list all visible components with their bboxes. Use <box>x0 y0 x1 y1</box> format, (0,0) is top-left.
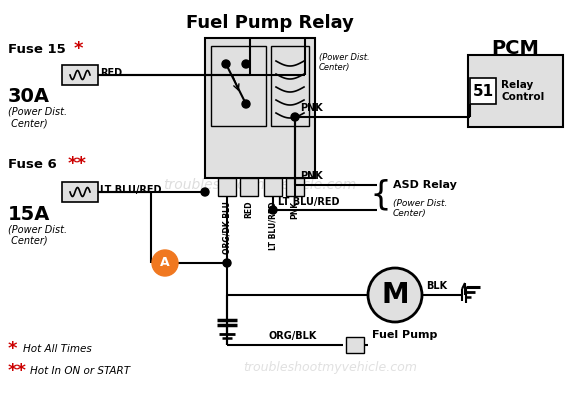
Text: *: * <box>8 340 17 358</box>
Text: PNK: PNK <box>300 171 322 181</box>
Bar <box>271 46 309 126</box>
Text: {: { <box>370 178 390 212</box>
Circle shape <box>291 113 299 121</box>
Bar <box>211 46 266 126</box>
Text: Fuel Pump: Fuel Pump <box>372 330 438 340</box>
Text: *: * <box>74 40 84 58</box>
Text: **: ** <box>68 155 87 173</box>
Bar <box>286 178 304 196</box>
Text: 30A: 30A <box>8 87 50 106</box>
Bar <box>205 38 315 178</box>
Bar <box>468 55 563 127</box>
Text: A: A <box>160 256 170 270</box>
Text: RED: RED <box>100 68 122 78</box>
Text: PNK: PNK <box>291 201 299 219</box>
Text: ASD Relay: ASD Relay <box>393 180 457 190</box>
Bar <box>62 65 98 85</box>
Text: (Power Dist.
Center): (Power Dist. Center) <box>393 199 447 218</box>
Text: 51: 51 <box>473 84 494 98</box>
Bar <box>470 78 496 104</box>
Text: troubleshootmyvehicle.com: troubleshootmyvehicle.com <box>164 178 357 192</box>
Bar <box>218 178 236 196</box>
Bar <box>240 178 258 196</box>
Text: PNK: PNK <box>300 103 322 113</box>
Text: Fuel Pump Relay: Fuel Pump Relay <box>186 14 354 32</box>
Circle shape <box>222 60 230 68</box>
Circle shape <box>223 259 231 267</box>
Bar <box>264 178 282 196</box>
Text: M: M <box>381 281 409 309</box>
Text: LT BLU/RED: LT BLU/RED <box>269 201 277 250</box>
Text: (Power Dist.
Center): (Power Dist. Center) <box>319 53 369 72</box>
Text: ORG/BLK: ORG/BLK <box>269 331 317 341</box>
Text: BLK: BLK <box>426 281 447 291</box>
Circle shape <box>242 60 250 68</box>
Text: LT BLU/RED: LT BLU/RED <box>278 197 339 207</box>
Text: LT BLU/RED: LT BLU/RED <box>100 185 161 195</box>
Text: Hot All Times: Hot All Times <box>23 344 92 354</box>
Text: **: ** <box>8 362 27 380</box>
Circle shape <box>269 206 277 214</box>
Text: 15A: 15A <box>8 205 50 224</box>
Text: RED: RED <box>245 201 253 218</box>
Text: Fuse 6: Fuse 6 <box>8 158 57 171</box>
Text: PCM: PCM <box>492 39 539 58</box>
Circle shape <box>152 250 178 276</box>
Text: ORG/DK BLU: ORG/DK BLU <box>223 201 231 254</box>
Text: Relay
Control: Relay Control <box>501 80 544 102</box>
Text: (Power Dist.
 Center): (Power Dist. Center) <box>8 107 67 129</box>
Circle shape <box>368 268 422 322</box>
Bar <box>62 182 98 202</box>
Text: (Power Dist.
 Center): (Power Dist. Center) <box>8 224 67 246</box>
Text: troubleshootmyvehicle.com: troubleshootmyvehicle.com <box>243 362 417 374</box>
Text: Hot In ON or START: Hot In ON or START <box>30 366 130 376</box>
Circle shape <box>201 188 209 196</box>
Circle shape <box>242 100 250 108</box>
Text: Fuse 15: Fuse 15 <box>8 43 66 56</box>
Bar <box>346 337 364 353</box>
